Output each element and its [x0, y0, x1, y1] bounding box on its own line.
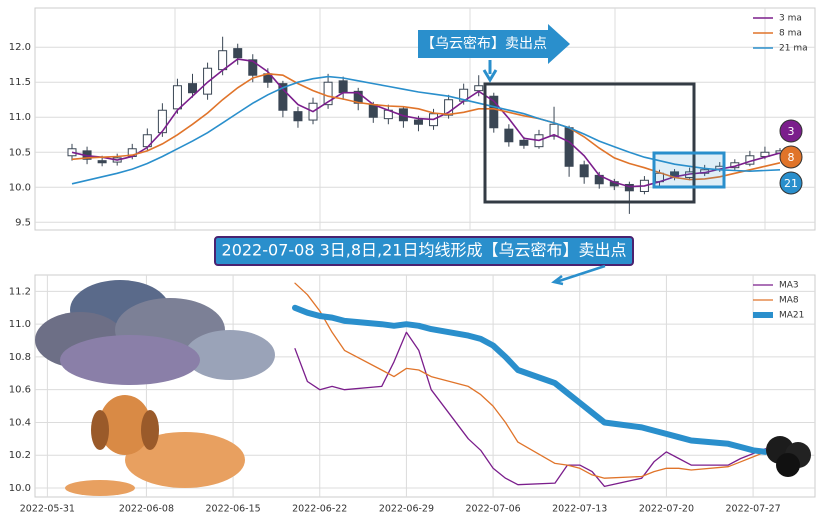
callout-arrow-shape	[418, 24, 570, 64]
badge	[779, 119, 803, 143]
candle-body	[624, 183, 634, 192]
ma-line	[71, 75, 781, 185]
x-tick-label: 2022-07-27	[725, 504, 780, 515]
candle-body	[323, 81, 333, 106]
y-tick-label: 10.5	[9, 147, 31, 158]
x-tick-label: 2022-05-31	[20, 504, 75, 515]
badge-label: 3	[788, 125, 795, 138]
candle-body	[413, 119, 423, 125]
candle-body	[248, 59, 258, 76]
dog-illustration	[65, 395, 245, 496]
legend-label: MA3	[779, 281, 799, 291]
candle-body	[519, 139, 529, 146]
x-tick-label: 2022-07-20	[639, 504, 694, 515]
candle-body	[474, 85, 484, 92]
x-tick-label: 2022-06-15	[205, 504, 260, 515]
y-tick-label: 11.2	[9, 286, 31, 297]
banner-text: 2022-07-08 3日,8日,21日均线形成【乌云密布】卖出点	[222, 241, 627, 260]
callout: 【乌云密布】卖出点	[418, 24, 570, 83]
candle-body	[188, 83, 198, 94]
y-tick-label: 11.0	[9, 319, 31, 330]
legend-label: 8 ma	[779, 29, 802, 39]
dog-ear	[91, 410, 109, 450]
x-tick-label: 2022-07-13	[552, 504, 607, 515]
banner-box	[214, 236, 634, 266]
badge	[779, 145, 803, 169]
legend-label: MA8	[779, 296, 799, 306]
x-tick-label: 2022-06-22	[292, 504, 347, 515]
y-tick-label: 10.6	[9, 385, 31, 396]
dog-head	[99, 395, 151, 455]
candle-body	[97, 160, 107, 164]
y-tick-label: 10.2	[9, 450, 31, 461]
badge-label: 8	[788, 151, 795, 164]
ma-line	[294, 331, 767, 488]
x-tick-label: 2022-06-29	[379, 504, 434, 515]
candle-body	[218, 50, 228, 71]
ma-line	[292, 304, 769, 455]
x-tick-label: 2022-06-08	[119, 504, 174, 515]
candle-body	[157, 109, 167, 134]
legend-label: MA21	[779, 311, 804, 321]
cloud-illustration	[35, 280, 275, 385]
dark-cloud	[766, 436, 811, 477]
ma-line	[294, 282, 767, 479]
y-tick-label: 11.5	[9, 77, 31, 88]
y-tick-label: 12.0	[9, 42, 31, 53]
y-tick-label: 10.0	[9, 483, 31, 494]
x-tick-label: 2022-07-06	[465, 504, 520, 515]
callout-text: 【乌云密布】卖出点	[421, 35, 547, 52]
candle-body	[278, 83, 288, 111]
dog-paws	[65, 480, 135, 496]
cloud-puff	[60, 335, 200, 385]
candle-body	[504, 128, 514, 143]
badge	[779, 171, 803, 195]
candle-body	[368, 104, 378, 118]
y-tick-label: 10.8	[9, 352, 31, 363]
highlight-box-small	[652, 151, 726, 189]
y-tick-label: 11.0	[9, 112, 31, 123]
dog-ear	[141, 410, 159, 450]
callout-pointer	[482, 60, 498, 83]
candle-body	[564, 127, 574, 167]
legend-label: 21 ma	[779, 44, 808, 54]
candle-body	[489, 95, 499, 129]
legend-label: 3 ma	[779, 14, 802, 24]
candle-body	[67, 148, 77, 157]
candle-body	[293, 111, 303, 122]
candle-body	[549, 123, 559, 137]
cloud-puff	[776, 453, 800, 477]
y-tick-label: 10.4	[9, 417, 31, 428]
highlight-box	[483, 82, 696, 204]
candle-body	[579, 164, 589, 178]
cloud-puff	[185, 330, 275, 380]
ma-line	[71, 58, 781, 188]
y-tick-label: 10.0	[9, 182, 31, 193]
candle-body	[203, 67, 213, 95]
banner: 2022-07-08 3日,8日,21日均线形成【乌云密布】卖出点	[214, 236, 634, 286]
chart-layer: 9.5 10.0 10.5 11.0 11.5 12.0 3 ma 8 ma 21 ma 3 8 21…	[9, 14, 815, 515]
candle-body	[338, 80, 348, 94]
candle-body	[233, 48, 243, 59]
banner-pointer	[551, 264, 606, 286]
ma-line	[71, 72, 781, 181]
y-tick-label: 9.5	[15, 217, 31, 228]
candle-body	[172, 85, 182, 110]
badge-label: 21	[784, 177, 798, 190]
top-vertical-grid	[174, 8, 766, 230]
